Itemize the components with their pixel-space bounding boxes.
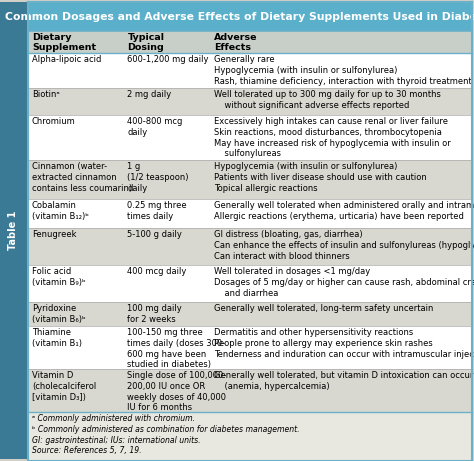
Text: Cinnamon (water-
extracted cinnamon
contains less coumarin): Cinnamon (water- extracted cinnamon cont… bbox=[32, 162, 132, 193]
Text: 100 mg daily
for 2 weeks: 100 mg daily for 2 weeks bbox=[128, 304, 182, 324]
Text: Fenugreek: Fenugreek bbox=[32, 230, 76, 239]
Text: 0.25 mg three
times daily: 0.25 mg three times daily bbox=[128, 201, 187, 221]
Text: Generally rare
Hypoglycemia (with insulin or sulfonylurea)
Rash, thiamine defici: Generally rare Hypoglycemia (with insuli… bbox=[214, 55, 472, 85]
Text: Generally well tolerated, long-term safety uncertain: Generally well tolerated, long-term safe… bbox=[214, 304, 433, 313]
Text: Well tolerated in dosages <1 mg/day
Dosages of 5 mg/day or higher can cause rash: Well tolerated in dosages <1 mg/day Dosa… bbox=[214, 267, 474, 297]
Bar bbox=[28, 228, 472, 265]
Text: Cobalamin
(vitamin B₁₂)ᵇ: Cobalamin (vitamin B₁₂)ᵇ bbox=[32, 201, 89, 221]
Bar bbox=[28, 2, 472, 31]
Bar bbox=[0, 2, 27, 459]
Text: Single dose of 100,000-
200,00 IU once OR
weekly doses of 40,000
IU for 6 months: Single dose of 100,000- 200,00 IU once O… bbox=[128, 371, 227, 412]
Text: Biotinᵃ: Biotinᵃ bbox=[32, 90, 60, 99]
Text: Alpha-lipoic acid: Alpha-lipoic acid bbox=[32, 55, 101, 64]
Bar bbox=[28, 412, 472, 461]
Bar bbox=[28, 115, 472, 160]
Text: 5-100 g daily: 5-100 g daily bbox=[128, 230, 182, 239]
Bar bbox=[28, 265, 472, 302]
Text: 1 g
(1/2 teaspoon)
daily: 1 g (1/2 teaspoon) daily bbox=[128, 162, 189, 193]
Bar bbox=[28, 302, 472, 326]
Text: 100-150 mg three
times daily (doses 300-
600 mg have been
studied in diabetes): 100-150 mg three times daily (doses 300-… bbox=[128, 328, 226, 369]
Text: Well tolerated up to 300 mg daily for up to 30 months
    without significant ad: Well tolerated up to 300 mg daily for up… bbox=[214, 90, 441, 110]
Bar bbox=[28, 369, 472, 412]
Text: 600-1,200 mg daily: 600-1,200 mg daily bbox=[128, 55, 209, 64]
Bar bbox=[28, 199, 472, 228]
Text: Hypoglycemia (with insulin or sulfonylurea)
Patients with liver disease should u: Hypoglycemia (with insulin or sulfonylur… bbox=[214, 162, 427, 193]
Text: GI distress (bloating, gas, diarrhea)
Can enhance the effects of insulin and sul: GI distress (bloating, gas, diarrhea) Ca… bbox=[214, 230, 474, 260]
Text: Folic acid
(vitamin B₉)ᵇ: Folic acid (vitamin B₉)ᵇ bbox=[32, 267, 86, 287]
Text: 400-800 mcg
daily: 400-800 mcg daily bbox=[128, 117, 183, 137]
Text: Excessively high intakes can cause renal or liver failure
Skin reactions, mood d: Excessively high intakes can cause renal… bbox=[214, 117, 451, 158]
Text: Adverse
Effects: Adverse Effects bbox=[214, 33, 257, 53]
Bar bbox=[28, 88, 472, 115]
Text: Dermatitis and other hypersensitivity reactions
People prone to allergy may expe: Dermatitis and other hypersensitivity re… bbox=[214, 328, 474, 359]
Bar bbox=[28, 160, 472, 199]
Text: Generally well tolerated when administered orally and intramuscularly
Allergic r: Generally well tolerated when administer… bbox=[214, 201, 474, 221]
Bar bbox=[28, 326, 472, 369]
Text: Table 1: Table 1 bbox=[9, 211, 18, 250]
Bar bbox=[28, 53, 472, 88]
Text: Thiamine
(vitamin B₁): Thiamine (vitamin B₁) bbox=[32, 328, 82, 348]
Text: 400 mcg daily: 400 mcg daily bbox=[128, 267, 187, 276]
Text: Common Dosages and Adverse Effects of Dietary Supplements Used in Diabetes: Common Dosages and Adverse Effects of Di… bbox=[5, 12, 474, 22]
Text: ᵃ Commonly administered with chromium.
ᵇ Commonly administered as combination fo: ᵃ Commonly administered with chromium. ᵇ… bbox=[32, 414, 300, 455]
Text: 2 mg daily: 2 mg daily bbox=[128, 90, 172, 99]
Bar bbox=[28, 31, 472, 53]
Text: Generally well tolerated, but vitamin D intoxication can occur
    (anemia, hype: Generally well tolerated, but vitamin D … bbox=[214, 371, 474, 391]
Text: Pyridoxine
(vitamin B₆)ᵇ: Pyridoxine (vitamin B₆)ᵇ bbox=[32, 304, 86, 324]
Text: Chromium: Chromium bbox=[32, 117, 76, 126]
Text: Dietary
Supplement: Dietary Supplement bbox=[32, 33, 96, 53]
Text: Typical
Dosing: Typical Dosing bbox=[128, 33, 164, 53]
Text: Vitamin D
(cholecalciferol
[vitamin D₃]): Vitamin D (cholecalciferol [vitamin D₃]) bbox=[32, 371, 96, 402]
